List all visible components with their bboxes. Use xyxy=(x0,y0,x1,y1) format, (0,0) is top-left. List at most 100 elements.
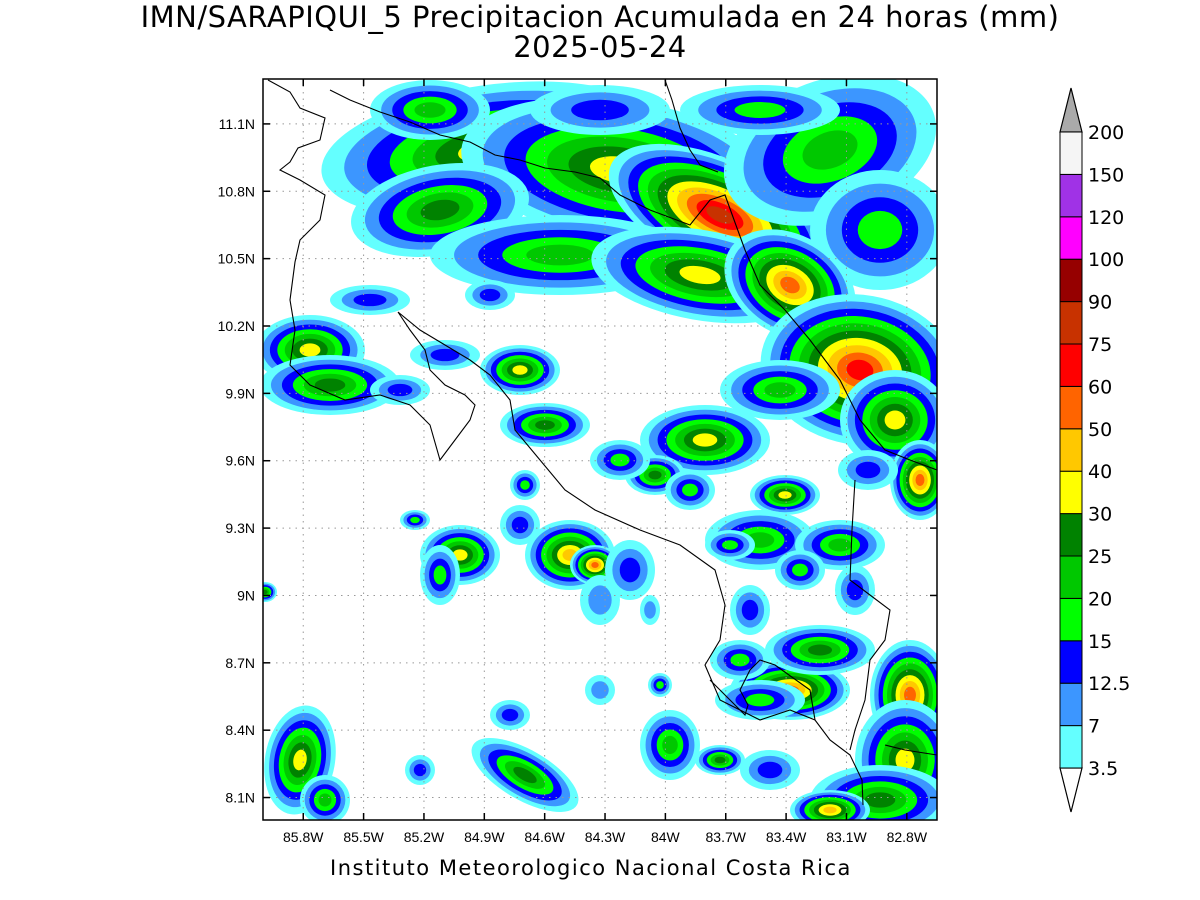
precip-cell xyxy=(293,749,307,771)
coastline-path xyxy=(884,744,937,756)
lat-tick-label: 10.2N xyxy=(218,318,255,334)
lat-tick-label: 9N xyxy=(237,587,255,603)
lat-tick-label: 9.3N xyxy=(225,520,255,536)
map-axes: 85.8W 85.5W 85.2W 84.9W 84.6W 84.3W 84W 83.7W 83… xyxy=(218,79,937,845)
precip-cell xyxy=(915,474,925,486)
precip-cell xyxy=(513,766,537,784)
lat-tick-label: 10.8N xyxy=(218,183,255,199)
footer-credit: Instituto Meteorologico Nacional Costa R… xyxy=(330,856,852,880)
colorbar-label: 12.5 xyxy=(1088,673,1130,695)
precip-cell xyxy=(535,420,555,430)
coastline-path xyxy=(664,79,719,173)
precip-cell xyxy=(619,557,641,583)
coastline-path xyxy=(849,479,891,751)
map-frame xyxy=(262,78,938,821)
colorbar-label: 90 xyxy=(1088,292,1112,314)
precip-cell xyxy=(802,130,858,170)
colorbar-label: 30 xyxy=(1088,504,1112,526)
colorbar-label: 15 xyxy=(1088,631,1112,653)
precip-cell xyxy=(730,653,750,667)
precip-cell xyxy=(714,756,726,764)
precip-cell xyxy=(420,199,460,221)
colorbar-label: 120 xyxy=(1088,207,1124,229)
colorbar-label: 50 xyxy=(1088,419,1112,441)
lat-tick-label: 8.1N xyxy=(225,790,255,806)
colorbar-swatch xyxy=(1059,555,1083,599)
colorbar-swatch xyxy=(1059,216,1083,260)
precip-cell xyxy=(263,589,268,595)
lat-tick-label: 9.6N xyxy=(225,453,255,469)
lon-tick-label: 84.9W xyxy=(464,829,505,845)
precip-cell xyxy=(846,359,874,381)
precip-cell xyxy=(314,378,346,392)
colorbar: 3.5 7 12.5 15 20 25 30 40 50 60 75 90 100 120 150 200 xyxy=(1059,87,1130,813)
colorbar-swatch xyxy=(1059,640,1083,684)
lon-tick-label: 84.3W xyxy=(585,829,626,845)
precip-cell xyxy=(501,708,519,722)
colorbar-label: 40 xyxy=(1088,461,1112,483)
precip-cell xyxy=(780,276,800,294)
precip-cell xyxy=(591,562,599,568)
lon-tick-label: 84W xyxy=(651,829,681,845)
precip-cell xyxy=(430,348,460,362)
colorbar-swatch xyxy=(1059,470,1083,515)
map-title: IMN/SARAPIQUI_5 Precipitacion Acumulada … xyxy=(0,2,1200,62)
precip-cell xyxy=(610,453,630,467)
precip-cell xyxy=(387,383,413,397)
precip-cell xyxy=(692,433,718,447)
precip-cell xyxy=(757,761,783,779)
precip-cell xyxy=(855,461,881,479)
precip-cell xyxy=(884,410,906,430)
colorbar-swatch xyxy=(1059,513,1083,557)
colorbar-swatch xyxy=(1059,343,1083,387)
precip-cell xyxy=(807,644,833,656)
precip-cell xyxy=(299,343,321,357)
lon-tick-label: 82.8W xyxy=(887,829,928,845)
coastline xyxy=(267,79,937,806)
precip-cell xyxy=(734,102,786,118)
precip-cell xyxy=(741,599,759,621)
precip-cell xyxy=(764,382,796,398)
lon-tick-label: 85.8W xyxy=(283,829,324,845)
lat-tick-label: 8.7N xyxy=(225,655,255,671)
lon-tick-label: 85.2W xyxy=(404,829,445,845)
precip-cell xyxy=(792,563,808,577)
lon-tick-label: 84.6W xyxy=(524,829,565,845)
precip-cell xyxy=(828,538,852,552)
lon-tick-label: 83.1W xyxy=(826,829,867,845)
precip-cell xyxy=(823,806,837,814)
colorbar-swatch xyxy=(1059,682,1083,727)
title-line-1: IMN/SARAPIQUI_5 Precipitacion Acumulada … xyxy=(140,0,1060,34)
colorbar-swatch xyxy=(1059,301,1083,345)
coastline-path xyxy=(709,659,816,721)
colorbar-under-triangle xyxy=(1059,767,1083,813)
precip-cell xyxy=(745,693,775,707)
coastline-path xyxy=(329,89,937,471)
precip-cell xyxy=(512,365,528,375)
precip-cell xyxy=(682,483,698,497)
precip-cell xyxy=(318,793,332,807)
colorbar-label: 100 xyxy=(1088,249,1124,271)
precip-cell xyxy=(679,265,721,285)
precip-cell xyxy=(591,681,609,699)
precip-cell xyxy=(353,293,387,307)
colorbar-swatch xyxy=(1059,258,1083,303)
precip-cell xyxy=(656,681,664,689)
colorbar-swatch xyxy=(1059,173,1083,218)
precip-cell xyxy=(846,579,864,601)
precip-cell xyxy=(413,763,427,777)
colorbar-swatch xyxy=(1059,597,1083,642)
colorbar-over-triangle xyxy=(1059,87,1083,133)
precip-cell xyxy=(511,516,529,534)
coastline-path xyxy=(267,79,864,806)
precip-cell xyxy=(648,470,662,480)
colorbar-label: 3.5 xyxy=(1088,758,1118,780)
colorbar-label: 60 xyxy=(1088,376,1112,398)
precip-cell xyxy=(479,288,501,302)
precip-cell xyxy=(857,210,903,250)
title-line-2: 2025-05-24 xyxy=(513,30,687,64)
precipitation-field xyxy=(263,79,937,820)
precip-cell xyxy=(778,491,792,499)
colorbar-label: 25 xyxy=(1088,546,1112,568)
